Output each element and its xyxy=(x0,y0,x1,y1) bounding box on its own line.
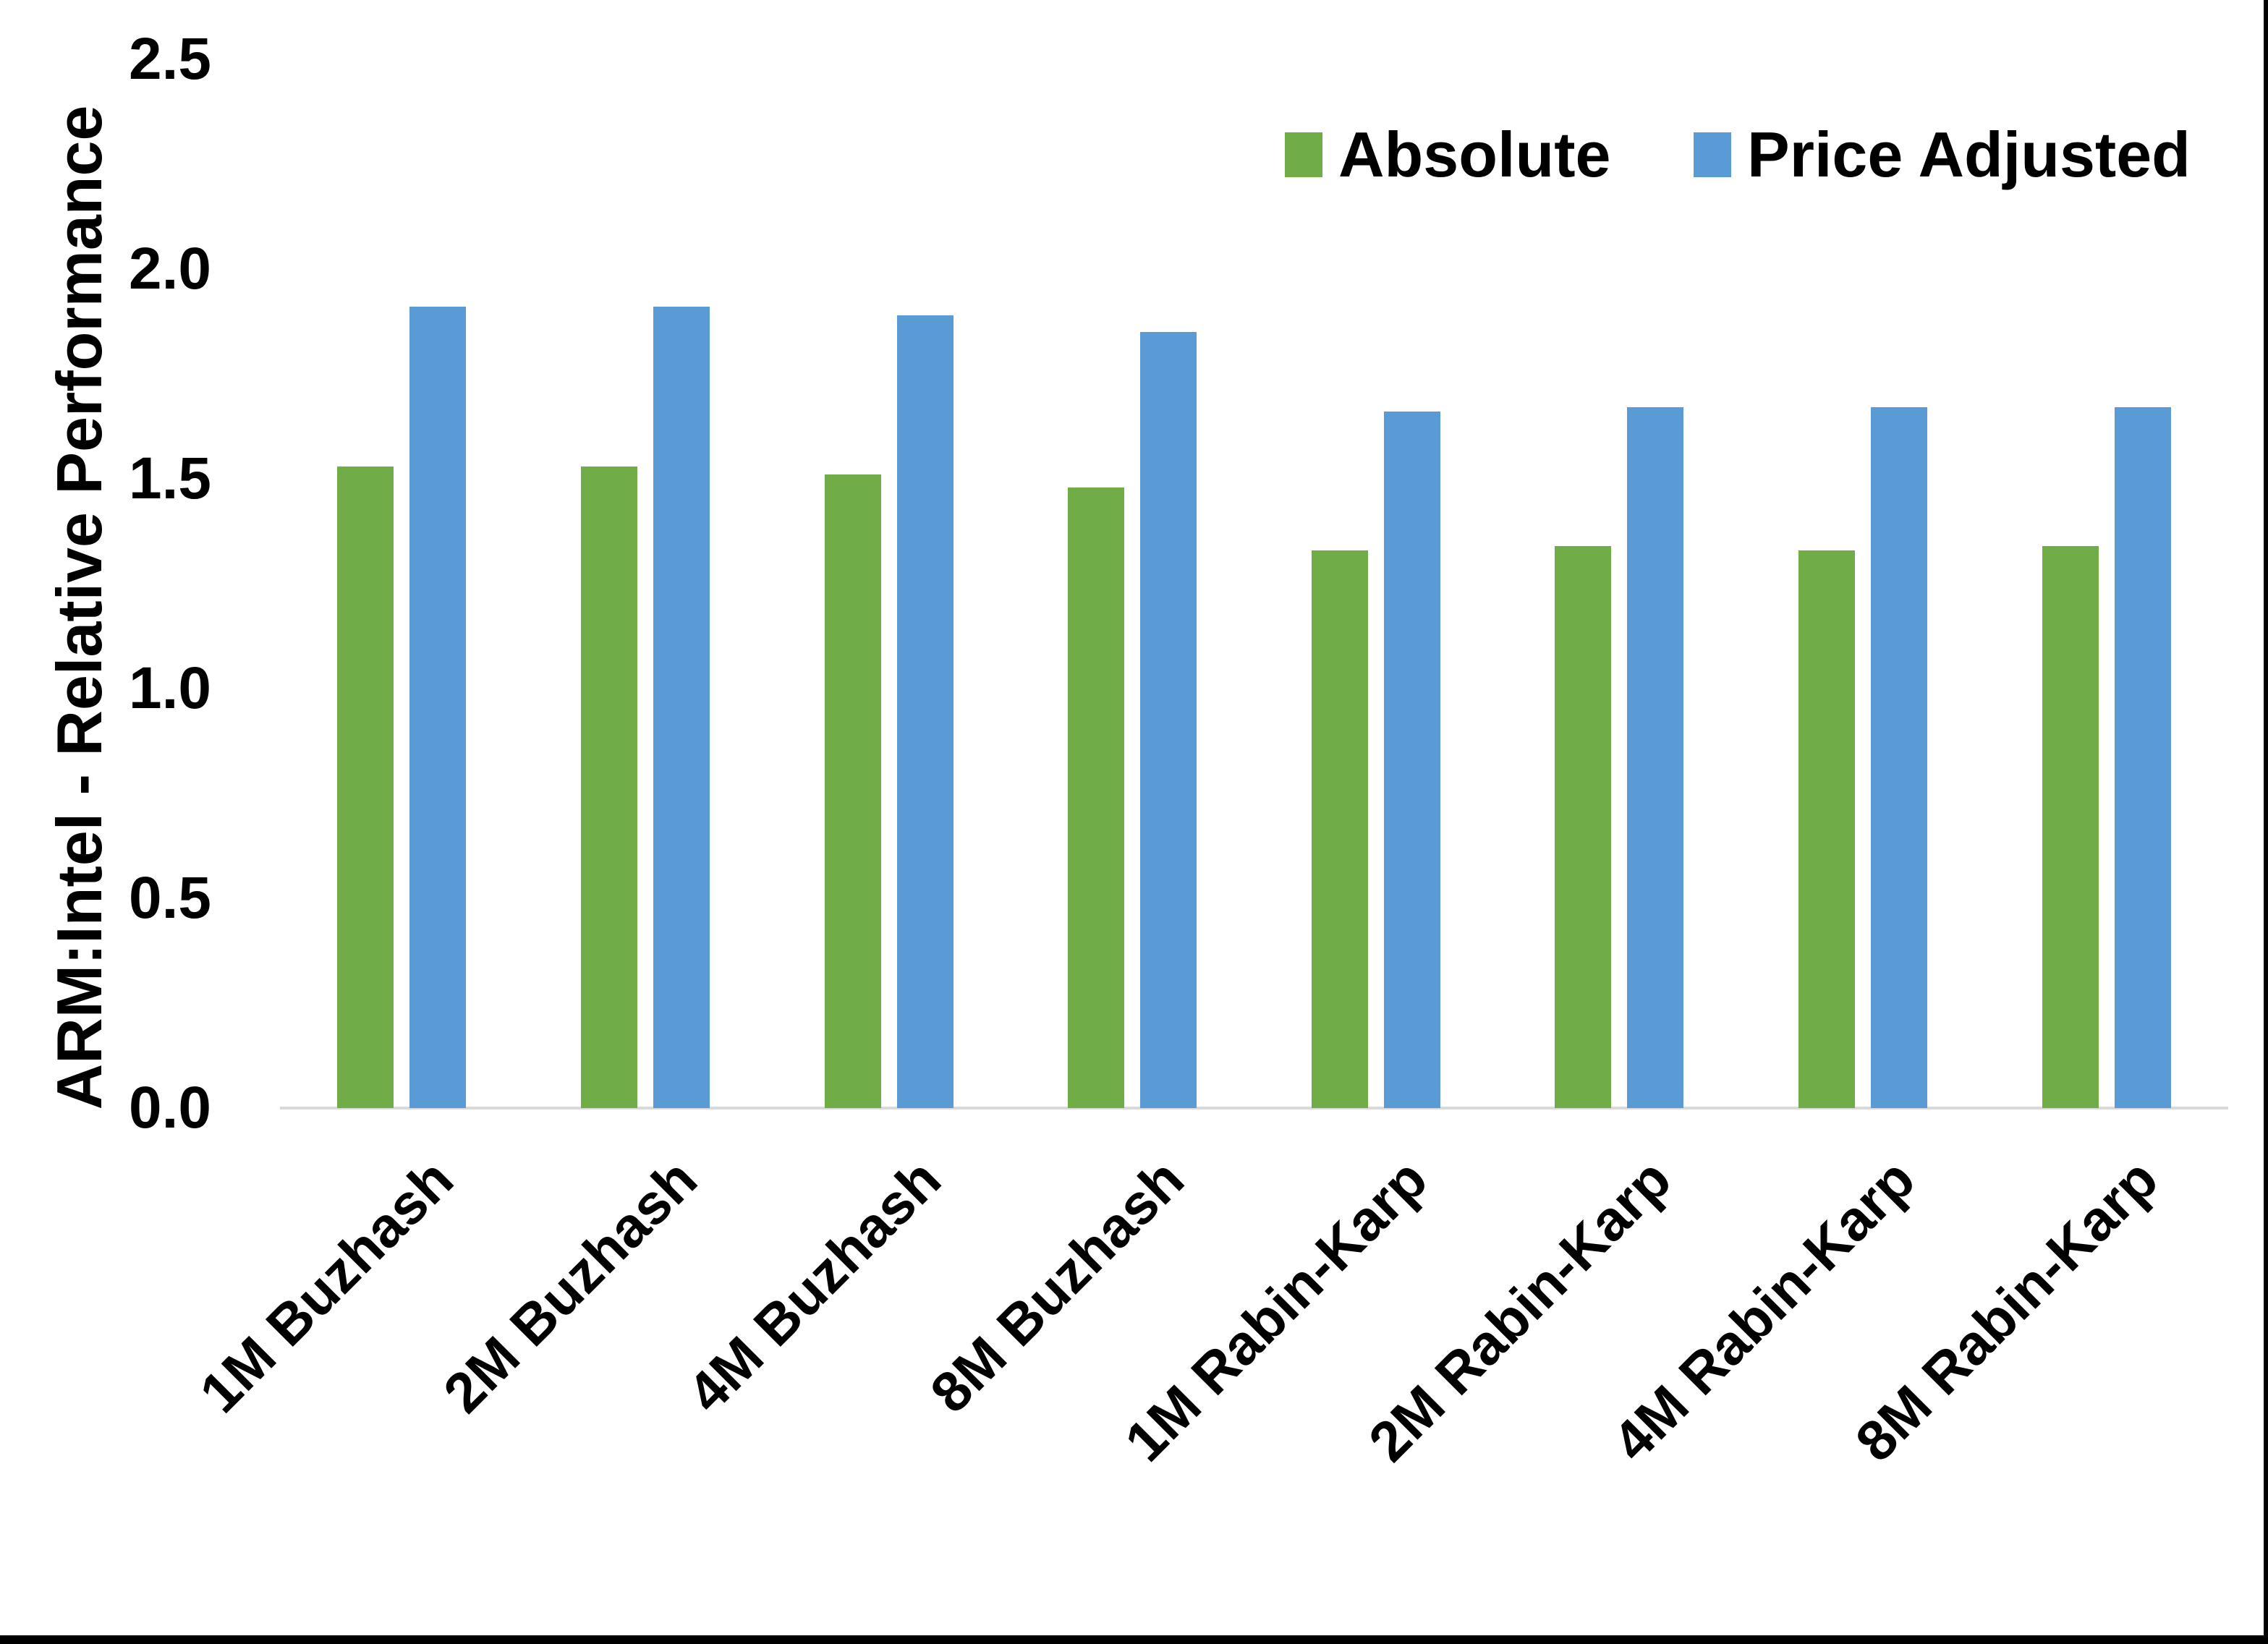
bar-price-adjusted xyxy=(1140,332,1197,1108)
bar-absolute xyxy=(580,466,637,1108)
bar-absolute xyxy=(2042,545,2099,1108)
bar-absolute xyxy=(1798,550,1856,1108)
screenshot-border-right xyxy=(2264,0,2268,1644)
x-axis-line xyxy=(280,1107,2228,1110)
legend-label-price-adjusted: Price Adjusted xyxy=(1747,119,2191,190)
y-tick-label: 2.0 xyxy=(129,236,211,302)
bar-price-adjusted xyxy=(2114,407,2171,1108)
screenshot-border-bottom xyxy=(0,1635,2268,1644)
bar-absolute xyxy=(824,474,881,1108)
bar-price-adjusted xyxy=(896,315,954,1108)
x-category-label: 1M Buzhash xyxy=(187,1146,466,1425)
y-tick-label: 2.5 xyxy=(129,26,211,92)
y-tick-label: 1.5 xyxy=(129,446,211,511)
bar-absolute xyxy=(1068,487,1125,1108)
bar-price-adjusted xyxy=(1871,407,1928,1108)
bar-price-adjusted xyxy=(1627,407,1684,1108)
legend-swatch-absolute xyxy=(1285,132,1322,177)
bar-price-adjusted xyxy=(653,307,710,1108)
x-category-label: 4M Buzhash xyxy=(674,1146,953,1425)
y-tick-label: 1.0 xyxy=(129,655,211,721)
bar-price-adjusted xyxy=(409,307,467,1108)
bar-absolute xyxy=(1311,550,1368,1108)
bar-price-adjusted xyxy=(1383,412,1440,1108)
y-tick-label: 0.5 xyxy=(129,865,211,931)
x-category-label: 2M Buzhash xyxy=(430,1146,709,1425)
y-axis-title: ARM:Intel - Relative Performance xyxy=(43,105,115,1110)
legend-label-absolute: Absolute xyxy=(1338,119,1611,190)
y-tick-label: 0.0 xyxy=(129,1075,211,1141)
bar-absolute xyxy=(337,466,394,1108)
legend-swatch-price-adjusted xyxy=(1694,132,1731,177)
bar-absolute xyxy=(1555,545,1612,1108)
